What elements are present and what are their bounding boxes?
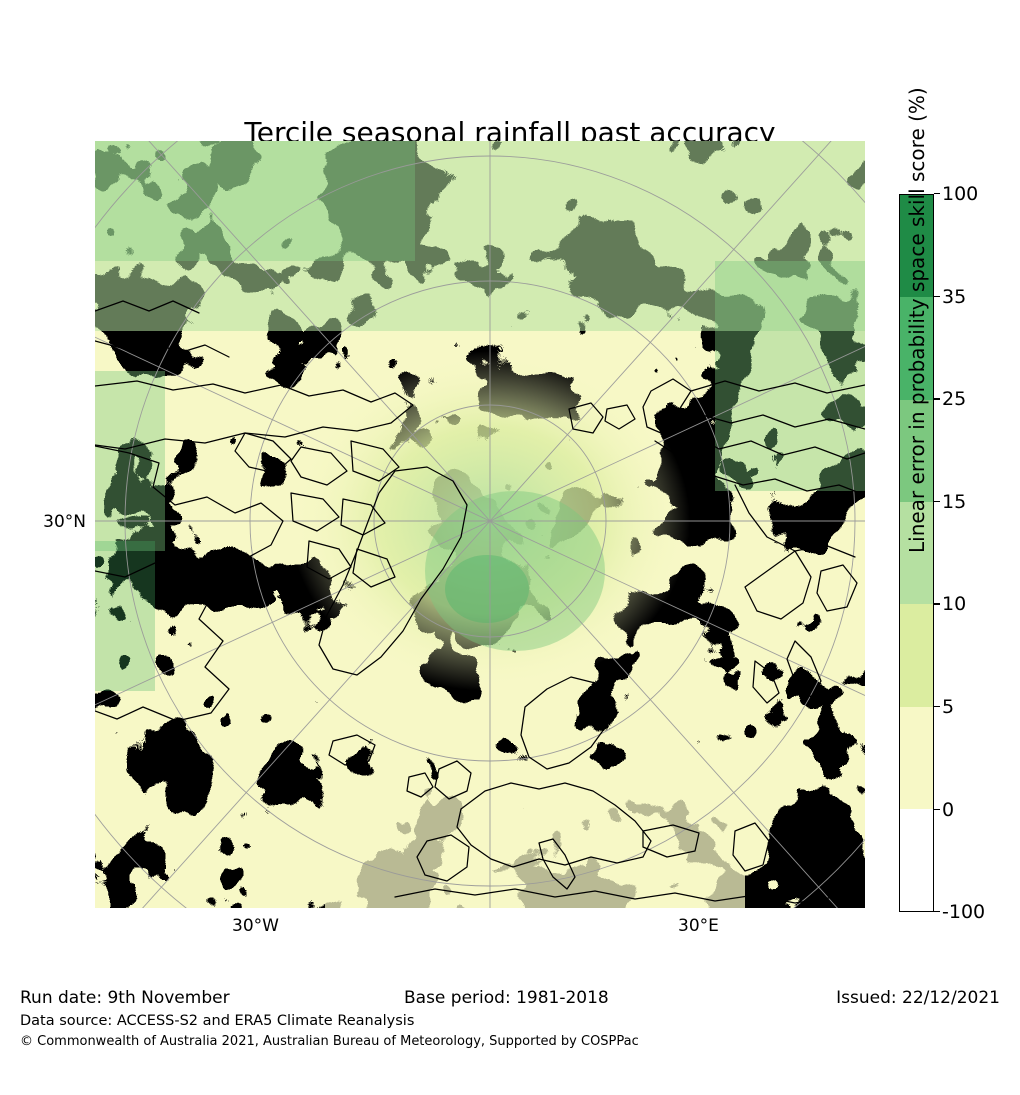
colorbar-band-10-15 [900,501,933,605]
map-plot-area [95,141,865,908]
colorbar-band-0-5 [900,706,933,809]
tick-mark-icon [934,808,940,810]
colorbar-band-neg100-0 [900,808,933,911]
tick-mark-icon [934,603,940,605]
colorbar-band-5-10 [900,604,933,707]
colorbar-axis-label: Linear error in probability space skill … [905,87,929,553]
axis-label-lon-30w: 30°W [232,916,279,936]
colorbar-band-35-100 [900,195,933,298]
coastlines [95,300,865,904]
colorbar [899,194,934,912]
tick-mark-icon [934,911,940,913]
colorbar-band-25-35 [900,297,933,400]
tick-mark-icon [934,706,940,708]
tick-mark-icon [934,193,940,195]
footer-issued-date: Issued: 22/12/2021 [836,988,1000,1008]
tick-mark-icon [934,398,940,400]
footer-copyright: © Commonwealth of Australia 2021, Austra… [20,1034,639,1049]
graticule-meridians [95,141,865,908]
footer-top-row: Run date: 9th November Base period: 1981… [0,988,1020,1012]
axis-label-lon-30e: 30°E [678,916,719,936]
polar-stereographic-map [95,141,865,908]
colorbar-ticks: 100 35 25 15 10 5 0 -100 [934,183,994,923]
axis-label-lat-30n: 30°N [43,512,86,532]
footer-run-date: Run date: 9th November [20,988,230,1008]
tick-mark-icon [934,295,940,297]
footer-data-source: Data source: ACCESS-S2 and ERA5 Climate … [20,1013,415,1029]
colorbar-band-15-25 [900,399,933,502]
tick-mark-icon [934,500,940,503]
footer-base-period: Base period: 1981-2018 [404,988,609,1008]
